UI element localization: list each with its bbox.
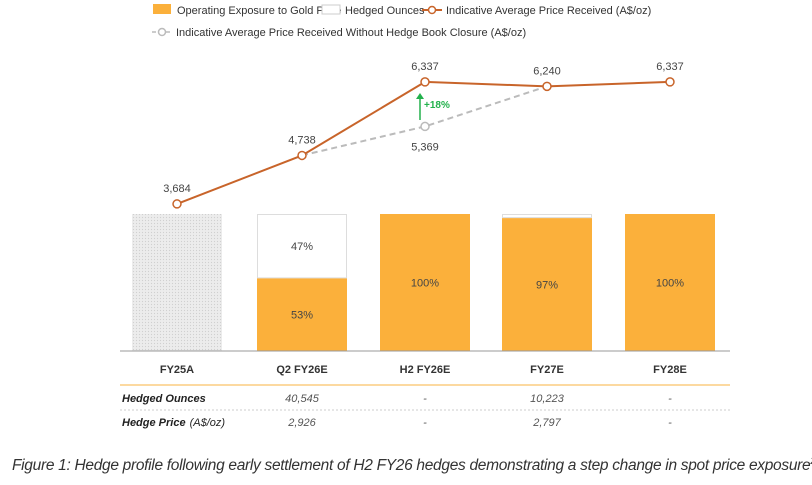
- bar-hedged: [257, 214, 347, 279]
- legend: Operating Exposure to Gold Price Hedged …: [152, 4, 651, 39]
- legend-price: Indicative Average Price Received (A$/oz…: [446, 5, 651, 17]
- increase-arrow-icon: [416, 93, 424, 120]
- point-price: [172, 199, 182, 209]
- bar-operating: [257, 278, 347, 351]
- bar-label-operating: 97%: [536, 280, 558, 292]
- point-price: [542, 81, 552, 92]
- table-cell: -: [668, 393, 672, 405]
- bar-hedged: [502, 214, 592, 219]
- category-label: FY28E: [653, 364, 687, 376]
- category-label: H2 FY26E: [400, 364, 451, 376]
- legend-swatch-hedged: [321, 4, 341, 15]
- point-label-price: 3,684: [163, 183, 191, 195]
- table-cell: 40,545: [285, 393, 320, 405]
- table-cell: -: [668, 417, 672, 429]
- line-price-no-closure: [301, 85, 548, 157]
- point-label-price-no-closure: 5,369: [411, 141, 439, 153]
- caption-footnote: 2: [810, 456, 812, 467]
- table-cell: 10,223: [530, 393, 565, 405]
- table-cell: -: [423, 393, 427, 405]
- legend-swatch-operating: [153, 4, 171, 14]
- table-row-label: Hedge Price (A$/oz): [122, 417, 225, 429]
- legend-hedged: Hedged Ounces: [345, 5, 425, 17]
- category-label: FY25A: [160, 364, 194, 376]
- point-price: [420, 77, 430, 87]
- point-price: [297, 150, 307, 161]
- caption-text: Figure 1: Hedge profile following early …: [12, 457, 811, 475]
- figure-caption: Figure 1: Hedge profile following early …: [12, 456, 812, 475]
- legend-marker-price: [427, 5, 437, 15]
- bar-operating: [625, 214, 715, 351]
- point-label-price: 6,337: [411, 61, 439, 73]
- category-label: FY27E: [530, 364, 564, 376]
- legend-price-no-closure: Indicative Average Price Received Withou…: [176, 27, 526, 39]
- bar-label-hedged: 47%: [291, 241, 313, 253]
- point-label-price: 6,337: [656, 61, 684, 73]
- table-cell: -: [423, 417, 427, 429]
- hedge-profile-chart: Operating Exposure to Gold Price Hedged …: [120, 4, 730, 429]
- legend-marker-price-no-closure: [157, 27, 167, 37]
- point-price: [665, 77, 675, 87]
- table-cell: 2,797: [532, 417, 561, 429]
- increase-annotation: +18%: [424, 100, 450, 111]
- point-label-price: 4,738: [288, 134, 316, 146]
- category-label: Q2 FY26E: [276, 364, 327, 376]
- bar-operating: [502, 218, 592, 351]
- bar-label-operating: 53%: [291, 310, 313, 322]
- bar-operating: [380, 214, 470, 351]
- legend-operating: Operating Exposure to Gold Price: [177, 5, 341, 17]
- bar-actual: [132, 214, 222, 351]
- table-row-label: Hedged Ounces: [122, 393, 206, 405]
- point-label-price: 6,240: [533, 65, 561, 77]
- point-price-no-closure: [420, 121, 430, 132]
- table-cell: 2,926: [287, 417, 316, 429]
- bar-label-operating: 100%: [656, 278, 684, 290]
- bar-label-operating: 100%: [411, 278, 439, 290]
